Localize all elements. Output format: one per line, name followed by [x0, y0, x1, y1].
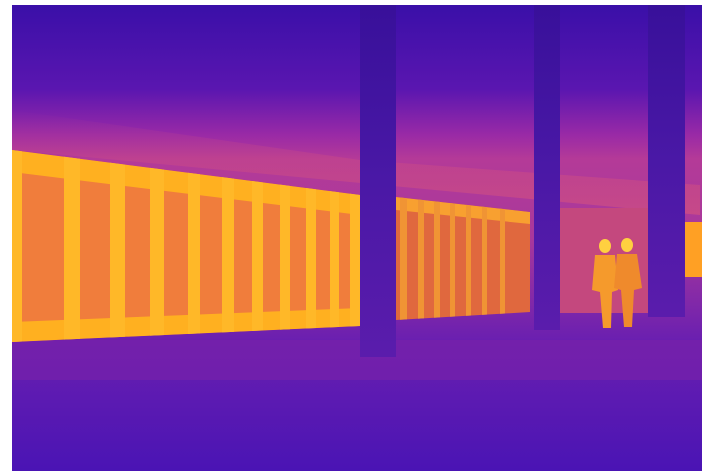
stripe	[482, 190, 487, 325]
page	[0, 0, 704, 476]
stripe	[150, 140, 164, 350]
stripe	[400, 190, 407, 325]
stripe	[110, 140, 125, 350]
right-hot-patch	[685, 222, 702, 277]
stripe	[64, 140, 80, 350]
pillar	[648, 5, 685, 317]
stripe	[12, 140, 22, 350]
stripe	[418, 190, 424, 325]
head	[621, 238, 633, 252]
stripe	[450, 190, 455, 325]
stripe	[466, 190, 471, 325]
pillar	[360, 5, 396, 357]
head	[599, 239, 611, 253]
floor-glow	[12, 340, 702, 380]
stripe	[434, 190, 440, 325]
thermal-image	[0, 0, 704, 476]
pillar	[534, 5, 560, 330]
stripe	[500, 190, 505, 325]
